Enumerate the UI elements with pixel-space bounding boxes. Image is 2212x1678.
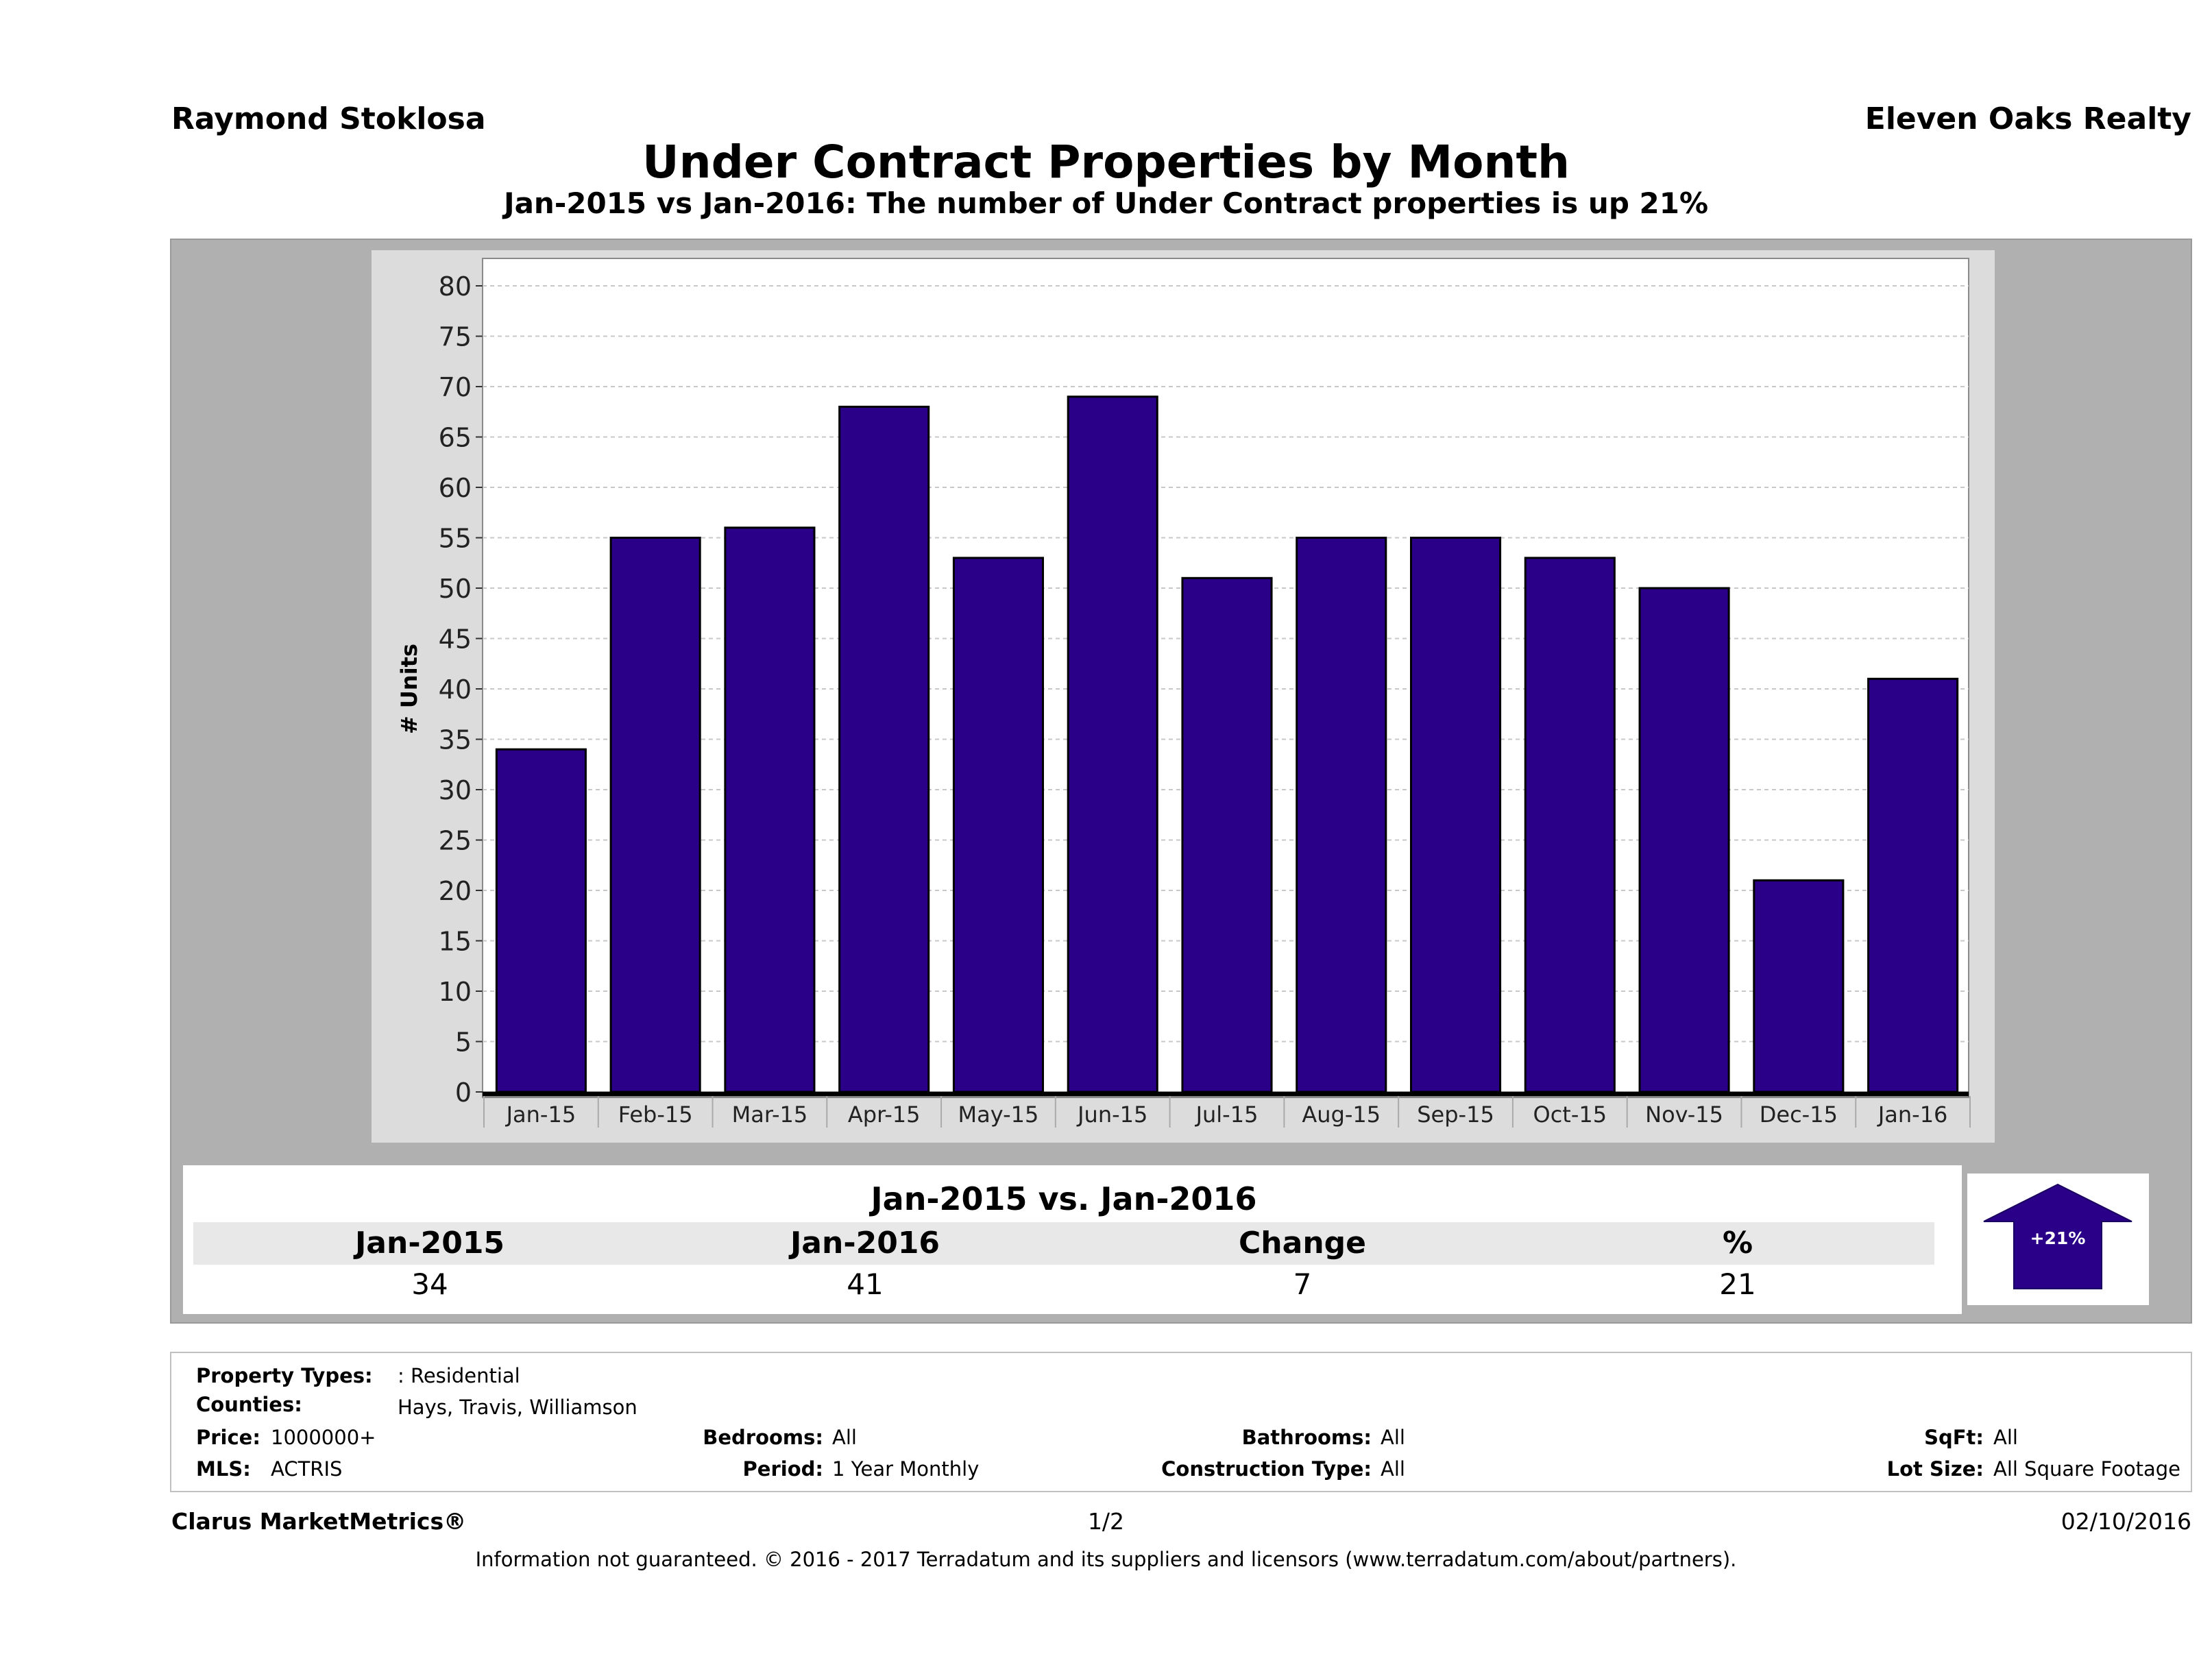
period-label: Period: [742,1457,823,1481]
comparison-col-header: Change [1239,1226,1366,1261]
chart-subtitle: Jan-2015 vs Jan-2016: The number of Unde… [503,186,1709,220]
bar-chart: 0 5 10 15 20 25 30 35 40 45 50 55 60 65 70 75 80 # Units J… [396,258,1971,1128]
comparison-col-header: % [1722,1226,1753,1261]
comparison-value-row: 34 41 7 21 [193,1265,1934,1304]
y-tick-label: 30 [439,775,472,805]
chart-title: Under Contract Properties by Month [642,136,1570,189]
lot-size-value: All Square Footage [1993,1457,2181,1481]
x-tick-label: Nov-15 [1645,1102,1723,1128]
x-tick-label: Jan-15 [505,1102,576,1128]
x-tick-label: Jun-15 [1076,1102,1147,1128]
x-tick-label: Feb-15 [618,1102,693,1128]
bar [1296,537,1387,1093]
y-tick-label: 65 [439,423,472,453]
footer-disclaimer: Information not guaranteed. © 2016 - 201… [475,1548,1737,1571]
comparison-table: Jan-2015 vs. Jan-2016 Jan-2015 Jan-2016 … [183,1165,1962,1314]
bar [1067,396,1158,1093]
y-tick-label: 10 [439,977,472,1007]
construction-type-value: All [1381,1457,1405,1481]
comparison-value: 34 [411,1267,448,1301]
mls-value: ACTRIS [271,1457,343,1481]
y-tick-label: 80 [439,271,472,302]
property-types-value: : Residential [398,1364,520,1387]
bar [1524,557,1616,1093]
y-tick-label: 50 [439,574,472,604]
y-tick-label: 55 [439,524,472,554]
price-value: 1000000+ [271,1426,376,1449]
comparison-value: 21 [1719,1267,1756,1301]
lot-size-label: Lot Size: [1886,1457,1984,1481]
bar [838,405,930,1093]
y-tick-label: 60 [439,473,472,503]
up-arrow-icon: +21% [1983,1183,2132,1289]
counties-label: Counties: [196,1393,302,1416]
y-tick-label: 45 [439,624,472,655]
property-types-label: Property Types: [196,1364,373,1387]
sqft-value: All [1993,1426,2018,1449]
y-tick-label: 70 [439,372,472,402]
bar [609,537,701,1093]
comparison-col-header: Jan-2016 [790,1226,940,1261]
footer-brand: Clarus MarketMetrics® [171,1508,467,1535]
bedrooms-value: All [832,1426,857,1449]
construction-type-label: Construction Type: [1161,1457,1372,1481]
sqft-label: SqFt: [1924,1426,1984,1449]
bedrooms-label: Bedrooms: [703,1426,823,1449]
comparison-value: 7 [1293,1267,1312,1301]
counties-value: Hays, Travis, Williamson [398,1396,637,1419]
brokerage-name: Eleven Oaks Realty [1864,101,2191,136]
bar [952,557,1045,1093]
x-tick-label: Aug-15 [1302,1102,1381,1128]
comparison-col-header: Jan-2015 [354,1226,505,1261]
x-tick-label: Oct-15 [1533,1102,1607,1128]
y-tick-label: 20 [439,876,472,906]
price-label: Price: [196,1426,260,1449]
footer-page-number: 1/2 [1087,1508,1125,1535]
y-tick-label: 75 [439,322,472,352]
x-tick-label: Jan-16 [1877,1102,1948,1128]
footer-date: 02/10/2016 [2061,1508,2191,1535]
x-tick-label: Mar-15 [732,1102,808,1128]
bathrooms-label: Bathrooms: [1241,1426,1372,1449]
chart-area: 0 5 10 15 20 25 30 35 40 45 50 55 60 65 70 75 80 # Units J… [372,250,1995,1143]
comparison-header-row: Jan-2015 Jan-2016 Change % [193,1222,1934,1265]
trend-arrow-box: +21% [1967,1174,2149,1305]
y-tick-label: 15 [439,927,472,957]
agent-name: Raymond Stoklosa [171,101,486,136]
bar [495,748,587,1093]
bar [1181,576,1273,1093]
comparison-value: 41 [847,1267,884,1301]
trend-arrow-label: +21% [2030,1228,2086,1248]
search-criteria: Property Types: : Residential Counties: … [170,1352,2192,1492]
y-axis-label: # Units [396,644,422,734]
y-tick-label: 5 [455,1028,472,1058]
x-tick-label: Apr-15 [848,1102,921,1128]
y-tick-label: 0 [455,1078,472,1108]
x-tick-label: Dec-15 [1760,1102,1838,1128]
bar [1409,537,1502,1093]
bathrooms-value: All [1381,1426,1405,1449]
bar [724,526,816,1093]
x-tick-label: Sep-15 [1417,1102,1494,1128]
y-tick-label: 40 [439,674,472,705]
mls-label: MLS: [196,1457,251,1481]
x-tick-label: May-15 [958,1102,1039,1128]
bar [1753,879,1845,1093]
bar [1638,587,1730,1093]
y-tick-label: 35 [439,725,472,755]
y-tick-label: 25 [439,826,472,856]
period-value: 1 Year Monthly [832,1457,980,1481]
x-tick-label: Jul-15 [1195,1102,1259,1128]
bar [1867,677,1959,1093]
comparison-heading: Jan-2015 vs. Jan-2016 [193,1176,1934,1222]
